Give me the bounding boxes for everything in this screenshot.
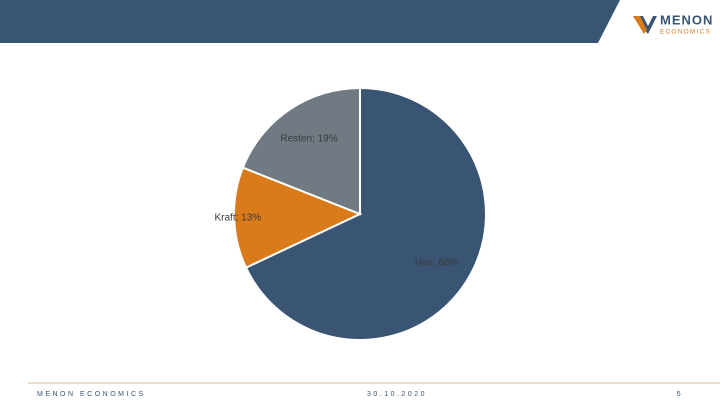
data-label: Hav; 68% <box>415 257 458 268</box>
footer-left: MENON ECONOMICS <box>37 391 146 398</box>
footer-date: 30.10.2020 <box>367 391 427 398</box>
pie-slice <box>241 86 361 216</box>
logo-sub: ECONOMICS <box>660 29 711 36</box>
data-label: Kraft; 13% <box>214 212 261 223</box>
pie-chart: Hav; 68% Kraft; 13% Resten; 19% <box>214 86 487 341</box>
logo-name: MENON <box>660 12 713 27</box>
header-band <box>0 0 720 43</box>
pie-slice <box>233 166 363 269</box>
logo-area <box>598 0 720 43</box>
footer-page: 5 <box>677 391 683 398</box>
pie-slice <box>244 86 487 341</box>
logo-mark-accent <box>633 16 647 34</box>
data-label: Resten; 19% <box>280 134 337 145</box>
